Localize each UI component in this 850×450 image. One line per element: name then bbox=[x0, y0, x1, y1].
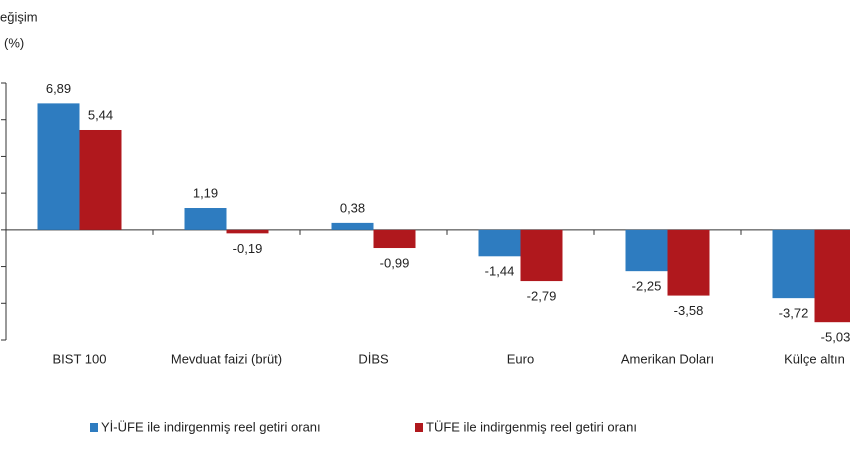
value-label: -2,25 bbox=[632, 279, 662, 294]
legend-label: Yİ-ÜFE ile indirgenmiş reel getiri oranı bbox=[101, 419, 321, 434]
value-label: 0,38 bbox=[340, 200, 365, 215]
bar bbox=[667, 229, 710, 296]
y-axis-label: eğişim bbox=[0, 9, 38, 24]
value-label: -0,19 bbox=[233, 241, 263, 256]
value-label: -1,44 bbox=[485, 264, 515, 279]
bar bbox=[79, 129, 122, 230]
bar bbox=[625, 229, 668, 272]
bar bbox=[37, 103, 80, 230]
bar bbox=[184, 208, 227, 230]
bar bbox=[478, 229, 521, 257]
value-label: -5,03 bbox=[821, 330, 850, 345]
legend-label: TÜFE ile indirgenmiş reel getiri oranı bbox=[426, 419, 637, 434]
legend-swatch bbox=[90, 423, 98, 432]
x-tick-label: DİBS bbox=[358, 351, 389, 366]
value-label: 6,89 bbox=[46, 81, 71, 96]
x-tick-label: Mevduat faizi (brüt) bbox=[171, 351, 282, 366]
y-axis-label: (%) bbox=[4, 35, 24, 50]
bar bbox=[373, 229, 416, 249]
value-label: -3,58 bbox=[674, 303, 704, 318]
bar bbox=[520, 229, 563, 282]
bar bbox=[226, 229, 269, 234]
bar bbox=[331, 222, 374, 230]
x-tick-label: BIST 100 bbox=[53, 351, 107, 366]
value-label: 5,44 bbox=[88, 107, 113, 122]
value-label: -3,72 bbox=[779, 306, 809, 321]
value-label: -0,99 bbox=[380, 255, 410, 270]
x-tick-label: Amerikan Doları bbox=[621, 351, 714, 366]
value-label: -2,79 bbox=[527, 289, 557, 304]
legend-swatch bbox=[415, 423, 423, 432]
bar bbox=[814, 229, 850, 323]
x-tick-label: Külçe altın bbox=[784, 351, 845, 366]
x-tick-label: Euro bbox=[507, 351, 534, 366]
value-label: 1,19 bbox=[193, 185, 218, 200]
bar bbox=[772, 229, 815, 299]
